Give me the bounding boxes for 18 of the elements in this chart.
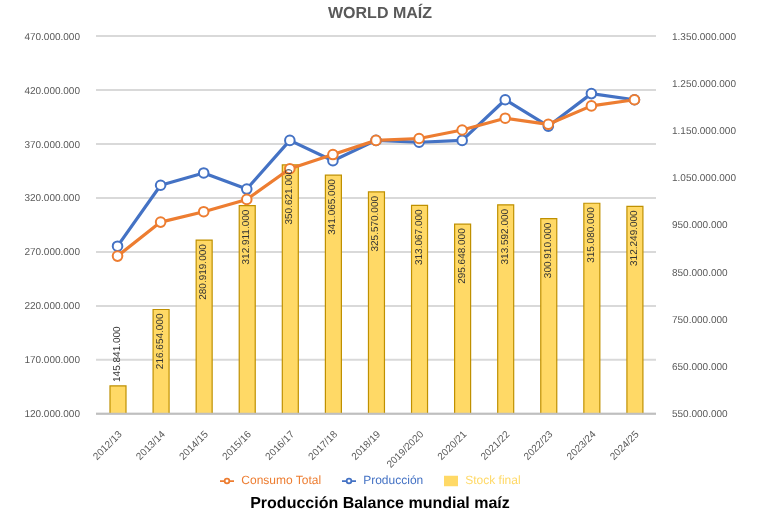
point [585,87,598,100]
point [499,112,512,124]
point [111,240,124,252]
text: Producción Balance mundial maíz [248,494,512,512]
point [240,193,253,206]
point [197,167,210,179]
point [499,93,512,106]
point [585,100,598,112]
point [240,183,253,195]
point [154,216,167,228]
chart-title: WORLD MAÍZ [326,4,434,22]
point [197,205,210,218]
point [154,179,167,192]
point [456,134,468,147]
point [284,134,296,147]
point [456,124,468,136]
point [327,148,339,161]
point [111,250,124,262]
